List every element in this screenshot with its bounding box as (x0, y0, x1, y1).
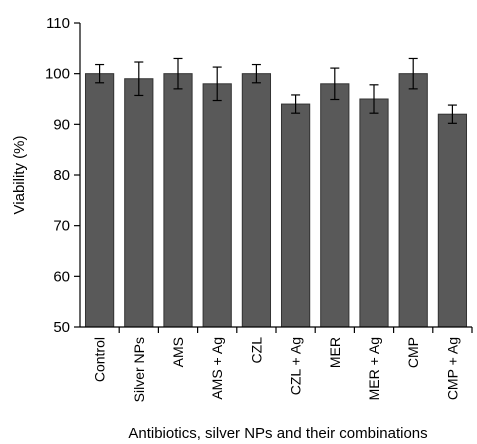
bar (124, 78, 154, 328)
y-tick-label: 80 (53, 167, 70, 184)
x-category-label: AMS (170, 337, 186, 367)
x-axis-title: Antibiotics, silver NPs and their combin… (128, 425, 427, 442)
y-axis-title: Viability (%) (11, 136, 28, 215)
x-axis-category-labels: Control Silver NPs AMS AMS + Ag CZL CZL + Ag M… (92, 327, 473, 402)
x-category-label: CZL + Ag (288, 337, 304, 395)
x-category-label: MER + Ag (366, 337, 382, 400)
error-bar (369, 84, 379, 114)
error-bar (291, 94, 301, 114)
x-category-label: AMS + Ag (209, 337, 225, 400)
error-bar (447, 104, 457, 124)
bar (437, 113, 468, 328)
error-bar (95, 63, 105, 84)
bar (280, 103, 311, 328)
x-category-label: Silver NPs (131, 337, 147, 402)
bar (84, 73, 115, 328)
bar (202, 83, 232, 328)
error-bar (173, 57, 183, 90)
x-category-label: CMP (405, 337, 421, 368)
error-bar (134, 61, 144, 97)
y-tick-label: 70 (53, 218, 70, 235)
bar (241, 73, 272, 328)
error-bar (251, 63, 261, 84)
x-category-label: CMP + Ag (444, 337, 460, 400)
error-bar (330, 67, 340, 101)
y-tick-label: 60 (53, 268, 70, 285)
bar (398, 73, 428, 328)
error-bar (408, 57, 418, 90)
bar (359, 98, 389, 328)
y-tick-label: 110 (46, 15, 70, 32)
y-tick-label: 90 (53, 116, 70, 133)
bar (320, 83, 350, 328)
x-category-label: MER (327, 337, 343, 368)
bars (84, 73, 468, 328)
x-category-label: Control (92, 337, 108, 382)
error-bars (95, 57, 457, 124)
y-tick-label: 50 (53, 319, 70, 336)
y-axis-ticks: 50 60 70 80 90 100 110 (45, 15, 80, 336)
error-bar (212, 66, 222, 102)
bar (163, 73, 193, 328)
x-category-label: CZL (248, 337, 264, 364)
y-tick-label: 100 (45, 66, 70, 83)
